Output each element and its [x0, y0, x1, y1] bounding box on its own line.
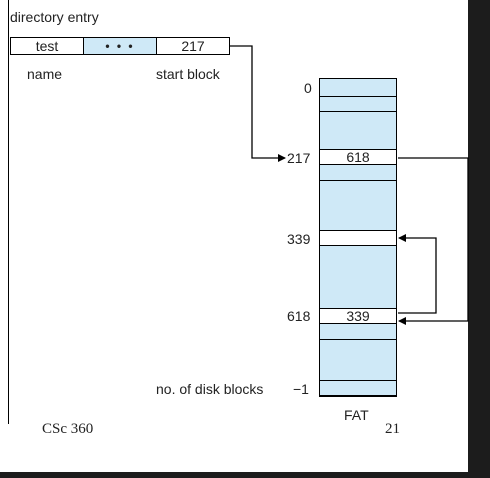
fat-row-217: 618	[319, 149, 397, 165]
directory-entry-row: test • • • 217	[10, 37, 230, 55]
fat-row-339	[319, 230, 397, 246]
fat-index-339: 339	[287, 231, 311, 247]
window-edge-right	[468, 0, 490, 478]
fat-index-0: 0	[304, 80, 312, 96]
directory-entry-start-block: 217	[157, 38, 229, 54]
fat-row-0	[319, 96, 397, 112]
page-number: 21	[385, 421, 400, 437]
fat-index-618: 618	[287, 308, 311, 324]
fat-row-618-next	[319, 324, 397, 340]
window-edge-bottom	[0, 472, 490, 478]
fat-index-217: 217	[287, 150, 311, 166]
fat-row-217-next	[319, 165, 397, 181]
disk-blocks-index: −1	[293, 381, 309, 397]
disk-blocks-label: no. of disk blocks	[156, 381, 264, 397]
directory-entry-ellipsis: • • •	[84, 38, 157, 54]
chain-arrow-618-to-339	[398, 234, 437, 314]
fat-row-last	[319, 380, 397, 396]
name-label: name	[27, 66, 63, 82]
fat-table: 618 339	[319, 78, 397, 397]
directory-entry-name: test	[11, 38, 84, 54]
start-block-label: start block	[156, 66, 220, 82]
fat-row-618: 339	[319, 308, 397, 324]
directory-entry-title: directory entry	[10, 9, 99, 25]
course-label: CSc 360	[42, 421, 94, 437]
fat-title: FAT	[344, 407, 369, 423]
divider-line	[8, 28, 9, 424]
start-block-arrow	[229, 45, 286, 162]
chain-arrow-217-to-618	[398, 157, 469, 325]
divider-line-top	[8, 0, 9, 28]
